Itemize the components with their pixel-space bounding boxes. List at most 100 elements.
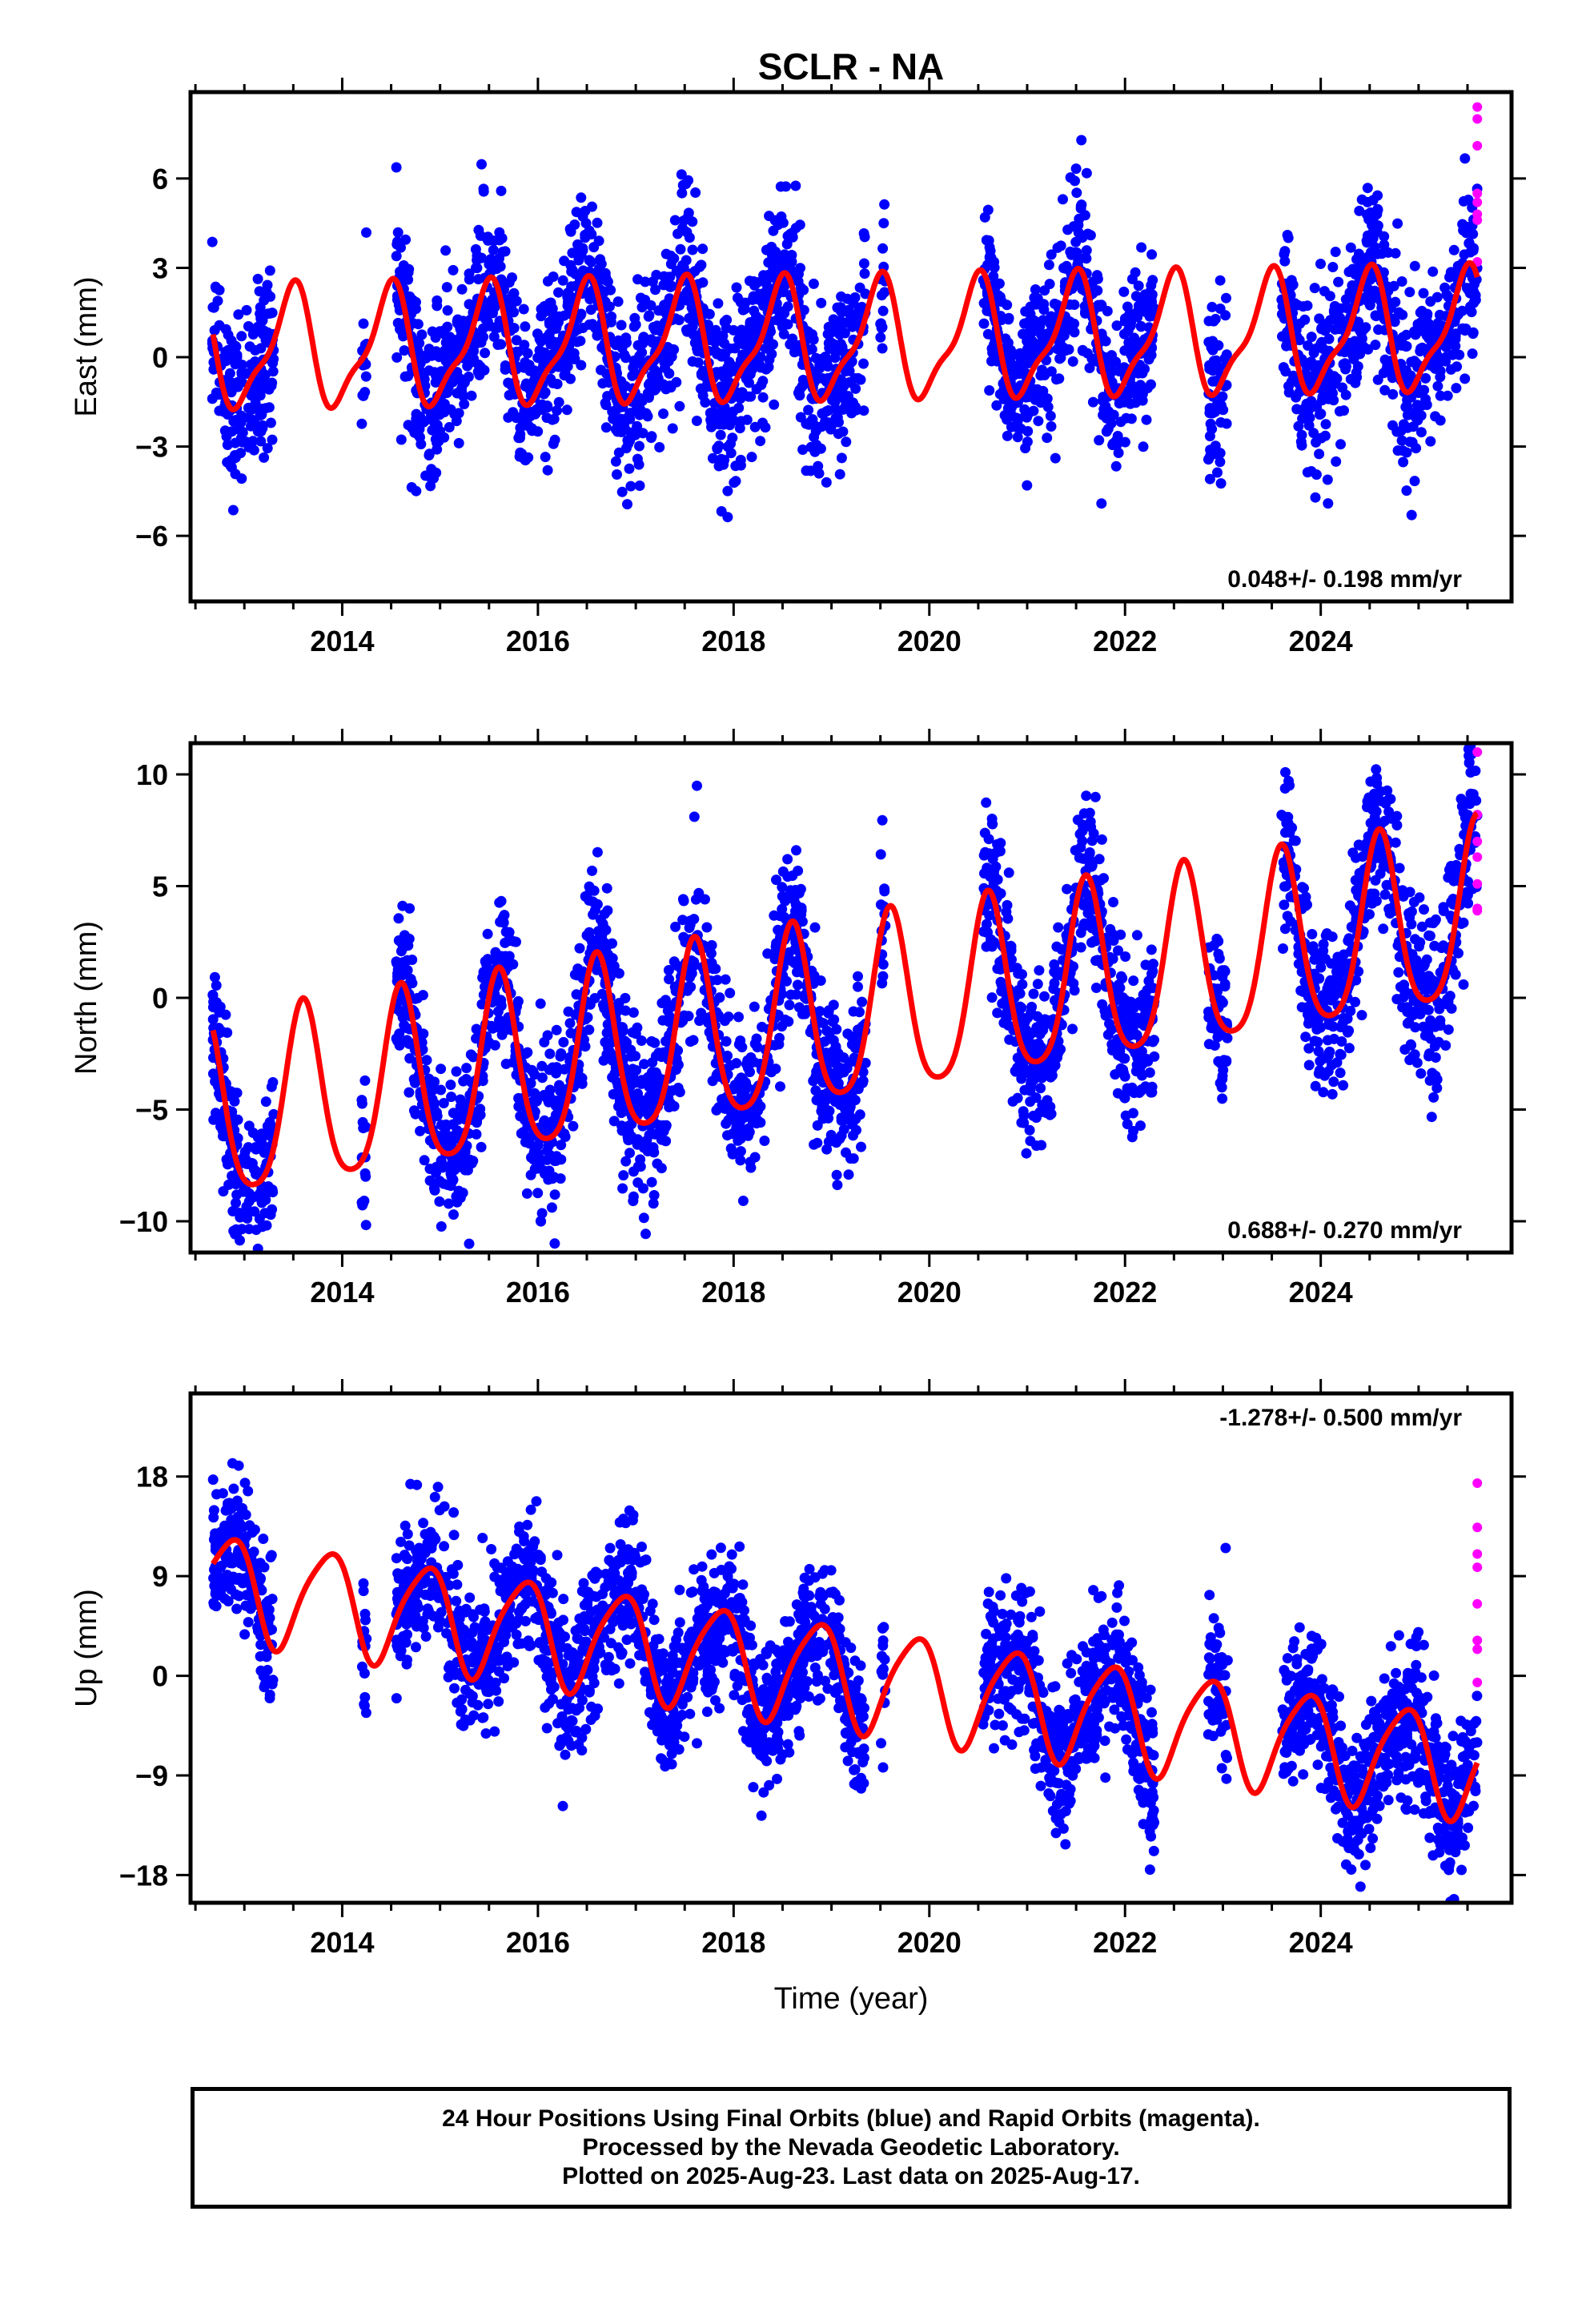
final-orbit-point: [1311, 469, 1322, 480]
final-orbit-point: [1390, 247, 1401, 259]
final-orbit-point: [657, 1015, 669, 1026]
rapid-orbit-point: [1472, 197, 1483, 207]
final-orbit-point: [984, 910, 995, 921]
final-orbit-point: [1442, 390, 1453, 401]
final-orbit-point: [697, 243, 709, 255]
final-orbit-point: [602, 905, 613, 916]
final-orbit-point: [409, 1077, 420, 1088]
final-orbit-point: [1062, 883, 1073, 895]
final-orbit-point: [1025, 1136, 1036, 1147]
final-orbit-point: [1440, 352, 1452, 363]
final-orbit-point: [767, 271, 778, 282]
final-orbit-point: [979, 211, 990, 223]
final-orbit-point: [217, 1026, 228, 1037]
final-orbit-point: [1146, 249, 1158, 260]
final-orbit-point: [230, 359, 241, 370]
final-orbit-point: [777, 306, 789, 317]
final-orbit-point: [357, 1198, 368, 1209]
final-orbit-point: [758, 299, 769, 310]
final-orbit-point: [1025, 308, 1036, 320]
final-orbit-point: [1387, 388, 1399, 400]
final-orbit-point: [981, 797, 992, 808]
final-orbit-point: [769, 399, 780, 410]
final-orbit-point: [433, 436, 444, 447]
final-orbit-point: [800, 1008, 811, 1019]
final-orbit-point: [225, 460, 236, 472]
final-orbit-point: [551, 1024, 562, 1035]
final-orbit-point: [449, 408, 460, 420]
final-orbit-point: [1283, 232, 1294, 243]
final-orbit-point: [522, 348, 533, 359]
y-tick-label: −3: [135, 431, 168, 464]
final-orbit-point: [266, 380, 277, 392]
final-orbit-point: [721, 412, 732, 423]
final-orbit-point: [1370, 310, 1381, 321]
final-orbit-point: [397, 943, 408, 954]
final-orbit-point: [674, 400, 685, 412]
final-orbit-point: [999, 410, 1010, 421]
final-orbit-point: [1030, 299, 1042, 310]
final-orbit-point: [1090, 983, 1102, 993]
final-orbit-point: [827, 395, 837, 406]
final-orbit-point: [1451, 383, 1462, 394]
final-orbit-point: [1028, 389, 1039, 400]
final-orbit-point: [781, 975, 792, 987]
final-orbit-point: [725, 360, 737, 371]
final-orbit-point: [798, 284, 809, 296]
final-orbit-point: [770, 246, 781, 257]
final-orbit-point: [1012, 1092, 1023, 1104]
final-orbit-point: [627, 1027, 638, 1038]
final-orbit-point: [707, 452, 718, 464]
final-orbit-point: [1404, 287, 1415, 298]
final-orbit-point: [494, 253, 504, 264]
final-orbit-point: [625, 1051, 636, 1062]
final-orbit-point: [736, 387, 747, 398]
final-orbit-point: [1205, 444, 1216, 456]
final-orbit-point: [830, 317, 841, 328]
final-orbit-point: [1215, 275, 1226, 286]
final-orbit-point: [1320, 419, 1331, 430]
final-orbit-point: [689, 266, 701, 277]
y-tick-label: −6: [135, 520, 168, 553]
final-orbit-point: [1340, 294, 1351, 305]
final-orbit-point: [262, 327, 273, 338]
final-orbit-point: [768, 225, 779, 236]
final-orbit-point: [464, 1238, 475, 1249]
final-orbit-point: [733, 402, 745, 413]
final-orbit-point: [620, 1156, 632, 1167]
final-orbit-point: [464, 274, 475, 285]
final-orbit-point: [473, 224, 484, 235]
chart-title: SCLR - NA: [758, 46, 945, 87]
rapid-orbit-point: [1472, 215, 1483, 225]
final-orbit-point: [446, 1092, 457, 1103]
final-orbit-point: [780, 895, 790, 907]
final-orbit-point: [1003, 867, 1014, 879]
final-orbit-point: [729, 415, 740, 426]
final-orbit-point: [572, 970, 583, 981]
final-orbit-point: [1134, 337, 1144, 348]
final-orbit-point: [532, 328, 543, 340]
final-orbit-point: [214, 1007, 225, 1018]
final-orbit-point: [628, 362, 639, 373]
final-orbit-point: [707, 1076, 718, 1087]
final-orbit-point: [508, 959, 519, 970]
final-orbit-point: [722, 485, 733, 497]
final-orbit-point: [588, 909, 599, 920]
final-orbit-point: [404, 903, 416, 914]
final-orbit-point: [1291, 392, 1302, 403]
final-orbit-point: [586, 256, 597, 267]
final-orbit-point: [648, 1190, 660, 1200]
final-orbit-point: [777, 882, 788, 893]
final-orbit-point: [749, 1001, 760, 1012]
final-orbit-point: [548, 271, 559, 282]
final-orbit-point: [573, 255, 584, 266]
final-orbit-point: [722, 1050, 733, 1061]
final-orbit-point: [478, 183, 489, 195]
final-orbit-point: [438, 325, 449, 336]
final-orbit-point: [1092, 273, 1103, 284]
final-orbit-point: [1353, 340, 1364, 352]
final-orbit-point: [577, 243, 588, 254]
final-orbit-point: [876, 290, 887, 301]
final-orbit-point: [1017, 969, 1027, 980]
